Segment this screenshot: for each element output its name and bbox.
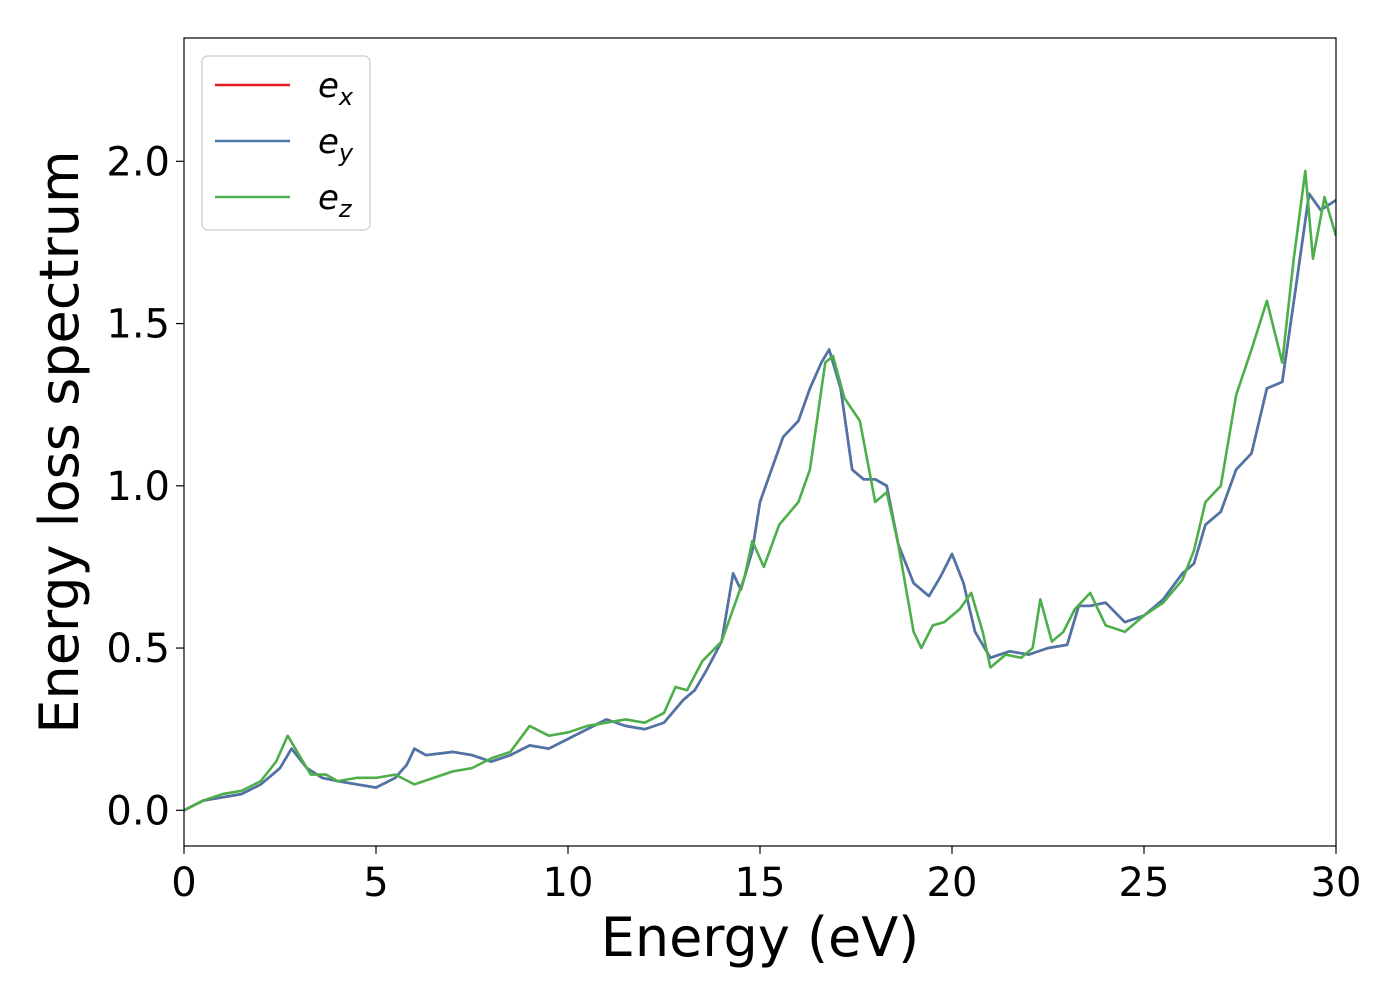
y-tick-label: 1.5: [106, 302, 170, 348]
x-axis-label: Energy (eV): [601, 906, 920, 969]
legend: ex ey ez: [201, 55, 371, 231]
legend-entry: ez: [318, 178, 353, 223]
y-tick-label: 0.5: [106, 626, 170, 672]
y-axis-label: Energy loss spectrum: [28, 150, 91, 733]
y-tick-label: 1.0: [106, 464, 170, 510]
legend-entry: ex: [318, 66, 354, 111]
x-axis-ticks: 0 5 10 15 20 25 30: [171, 846, 1361, 906]
y-tick-label: 2.0: [106, 139, 170, 185]
series-layer: [184, 169, 1336, 812]
x-tick-label: 5: [363, 860, 388, 906]
y-axis-ticks: 0.0 0.5 1.0 1.5 2.0: [106, 139, 184, 834]
x-tick-label: 30: [1311, 860, 1362, 906]
y-tick-label: 0.0: [106, 788, 170, 834]
legend-box: [201, 55, 371, 231]
x-tick-label: 0: [171, 860, 196, 906]
x-tick-label: 15: [735, 860, 786, 906]
x-tick-label: 25: [1119, 860, 1170, 906]
x-tick-label: 20: [927, 860, 978, 906]
legend-entry: ey: [318, 122, 354, 167]
series-line-ez: [184, 169, 1336, 812]
x-tick-label: 10: [543, 860, 594, 906]
